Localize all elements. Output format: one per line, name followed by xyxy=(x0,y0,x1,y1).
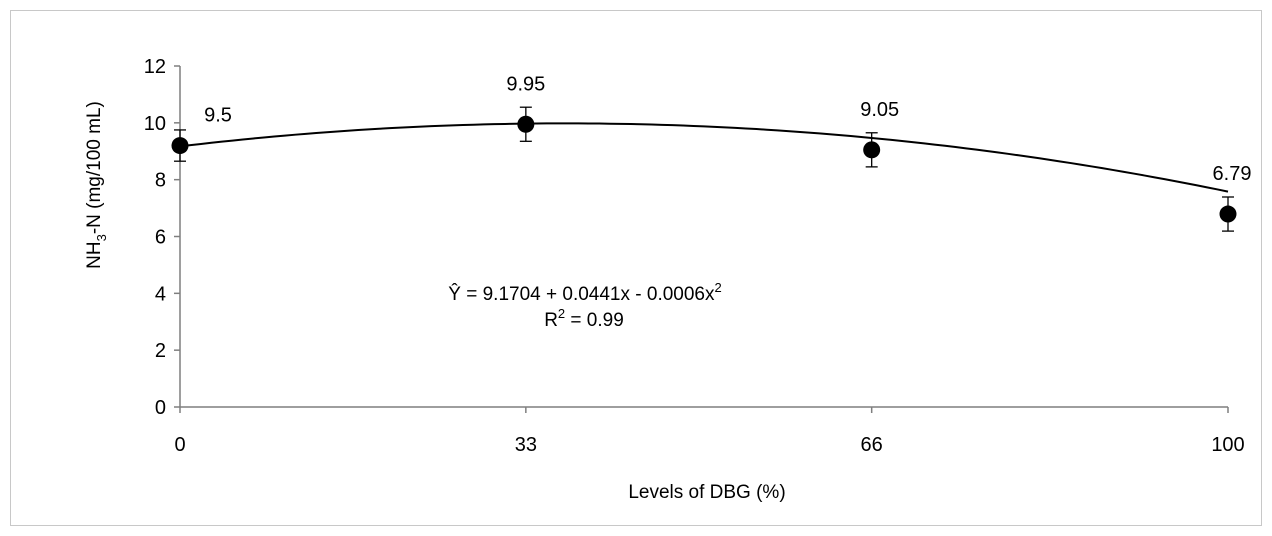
axes xyxy=(179,66,1228,408)
error-bars xyxy=(174,106,1234,232)
y-tick-label: 0 xyxy=(155,397,166,419)
fit-curve xyxy=(179,122,1229,193)
data-point xyxy=(863,141,881,159)
data-points xyxy=(171,115,1237,223)
equation-line-1: Ŷ = 9.1704 + 0.0441x - 0.0006x2 xyxy=(448,280,721,305)
x-tick-label: 100 xyxy=(1211,434,1244,456)
data-label: 9.95 xyxy=(506,73,545,95)
data-label: 6.79 xyxy=(1213,163,1252,185)
y-tick-label: 8 xyxy=(155,170,166,192)
y-tick-label: 2 xyxy=(155,340,166,362)
y-tick-label: 4 xyxy=(155,283,166,305)
y-tick-label: 6 xyxy=(155,227,166,249)
data-point xyxy=(1219,205,1237,223)
equation-line-2: R2 = 0.99 xyxy=(544,306,624,331)
y-axis-title: NH3-N (mg/100 mL) xyxy=(84,101,109,269)
data-label: 9.5 xyxy=(204,105,232,127)
data-point xyxy=(171,137,189,155)
data-point xyxy=(517,115,535,133)
x-tick-label: 0 xyxy=(174,434,185,456)
x-ticks: 0 33 66 100 xyxy=(174,407,1245,456)
x-tick-label: 66 xyxy=(861,434,883,456)
y-tick-label: 10 xyxy=(144,113,166,135)
x-tick-label: 33 xyxy=(515,434,537,456)
chart-frame xyxy=(10,10,1262,526)
y-tick-label: 12 xyxy=(144,56,166,78)
x-axis-title: Levels of DBG (%) xyxy=(628,482,785,503)
data-labels: 9.5 9.95 9.05 6.79 xyxy=(204,73,1251,185)
data-label: 9.05 xyxy=(860,99,899,121)
y-ticks: 0 2 4 6 8 10 12 xyxy=(144,56,180,419)
